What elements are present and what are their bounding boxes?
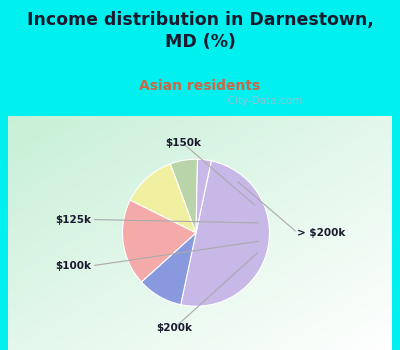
Text: $125k: $125k bbox=[56, 215, 92, 224]
Wedge shape bbox=[181, 161, 270, 306]
Text: Asian residents: Asian residents bbox=[139, 79, 261, 93]
Text: City-Data.com: City-Data.com bbox=[220, 96, 302, 106]
Text: > $200k: > $200k bbox=[298, 228, 346, 238]
Text: Income distribution in Darnestown,
MD (%): Income distribution in Darnestown, MD (%… bbox=[27, 10, 373, 51]
Text: $200k: $200k bbox=[156, 323, 192, 333]
Wedge shape bbox=[130, 164, 196, 233]
Text: $150k: $150k bbox=[165, 138, 201, 148]
Wedge shape bbox=[141, 233, 196, 304]
Text: $100k: $100k bbox=[56, 261, 92, 271]
Wedge shape bbox=[170, 159, 198, 233]
Wedge shape bbox=[196, 159, 211, 233]
Wedge shape bbox=[122, 200, 196, 282]
